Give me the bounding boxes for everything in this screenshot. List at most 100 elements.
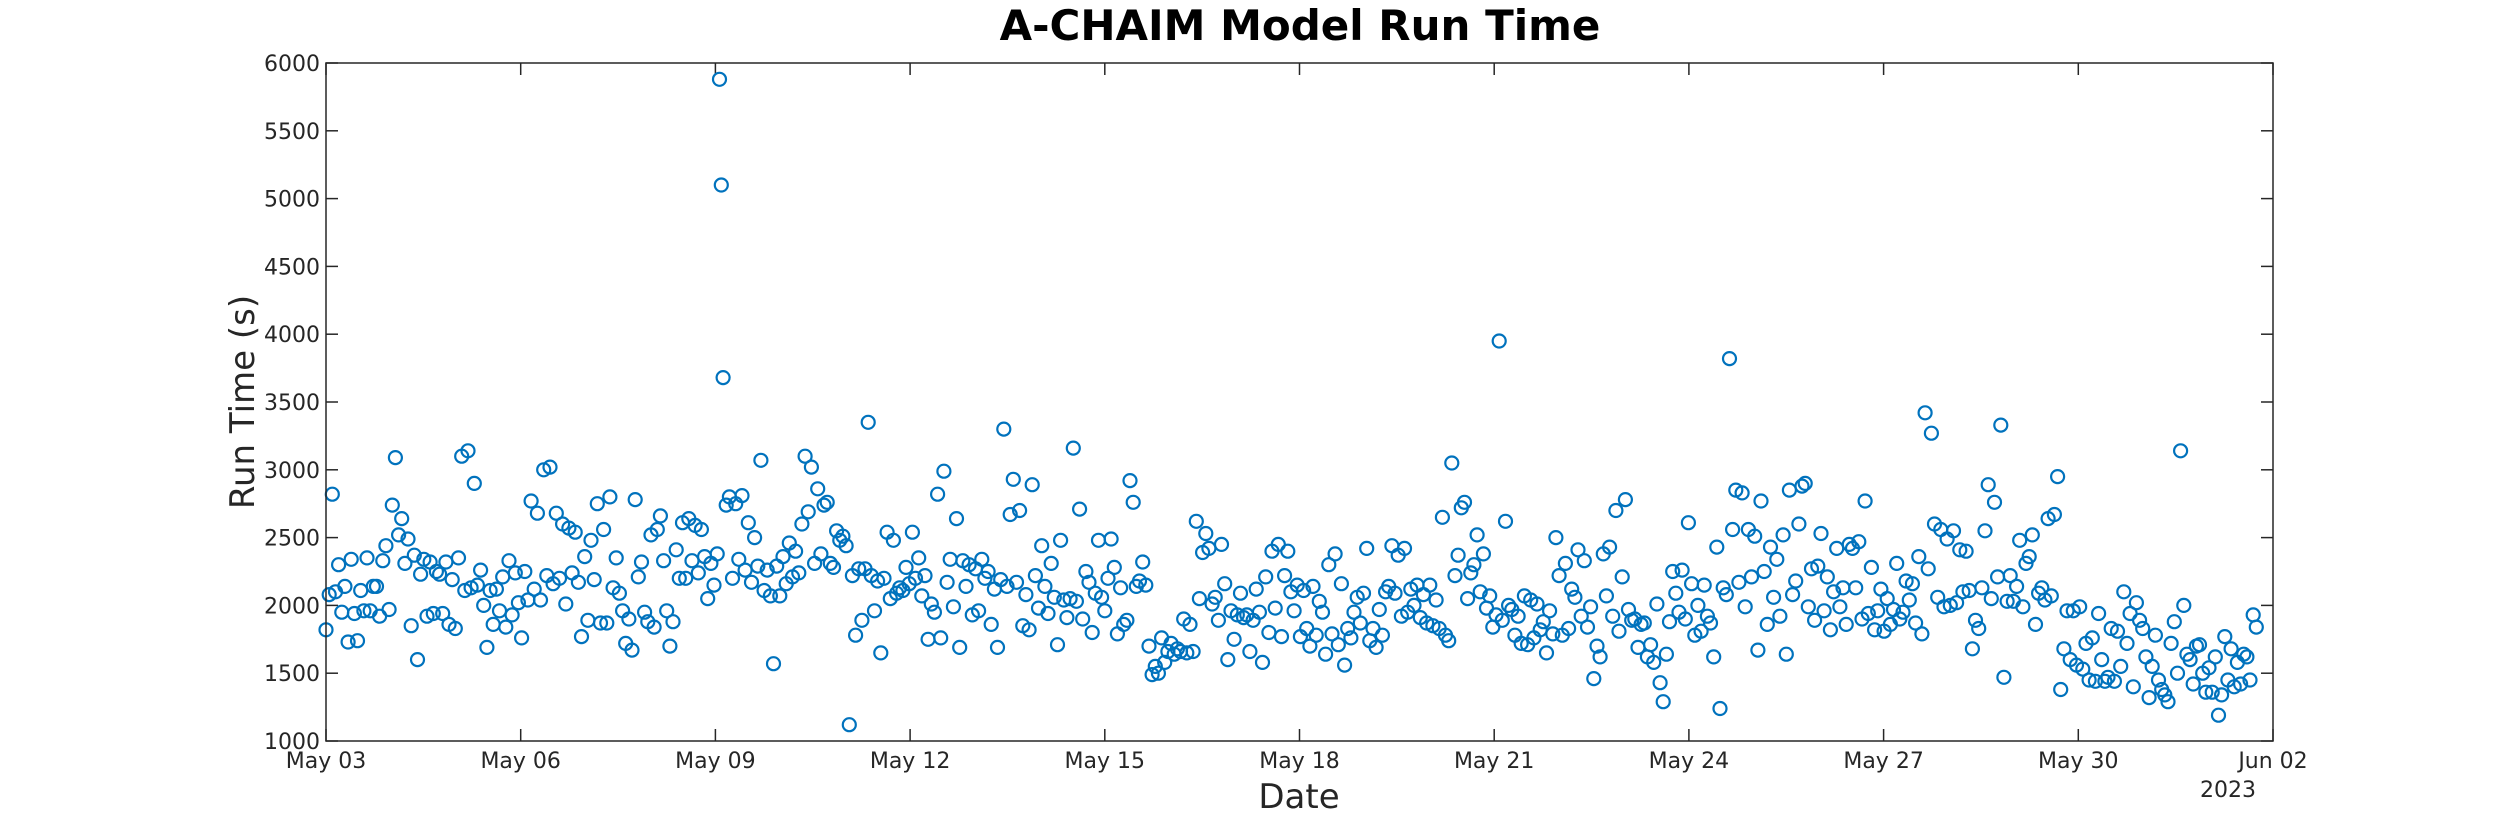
data-point — [2027, 616, 2044, 633]
data-point — [1608, 502, 1624, 519]
data-point — [485, 616, 501, 633]
data-point — [1273, 628, 1290, 645]
data-point — [548, 505, 564, 521]
data-point — [1642, 637, 1659, 653]
data-point — [1267, 600, 1283, 616]
data-point — [1996, 669, 2012, 685]
data-point — [1232, 585, 1249, 601]
data-point — [2248, 619, 2264, 635]
data-point — [1791, 516, 1807, 532]
data-point — [2223, 641, 2239, 657]
data-point — [2097, 673, 2113, 689]
data-point — [939, 574, 955, 590]
data-point — [2191, 637, 2208, 653]
data-point — [665, 614, 681, 630]
data-point — [1747, 528, 1763, 544]
data-point — [1769, 551, 1785, 567]
data-point — [1967, 612, 1984, 628]
data-point — [1428, 592, 1444, 608]
data-point — [1582, 599, 1599, 615]
data-point — [1696, 577, 1712, 593]
data-point — [2173, 443, 2189, 459]
data-point — [2201, 660, 2217, 676]
data-point — [2217, 628, 2233, 645]
x-tick-label: May 21 — [1454, 749, 1534, 774]
data-point — [346, 605, 362, 622]
data-point — [1658, 646, 1675, 662]
data-point — [772, 588, 788, 604]
data-point — [1986, 494, 2003, 510]
x-tick-label: May 27 — [1843, 749, 1923, 774]
data-point — [709, 546, 725, 562]
data-point — [1592, 649, 1608, 665]
data-point — [1321, 557, 1337, 573]
x-axis-year-label: 2023 — [2200, 778, 2256, 803]
data-point — [822, 555, 838, 572]
data-point — [2132, 612, 2148, 628]
data-point — [482, 582, 498, 599]
data-point — [384, 497, 400, 513]
data-point — [819, 494, 835, 510]
data-point — [1904, 576, 1921, 592]
data-point — [1948, 595, 1965, 611]
y-tick-label: 2500 — [264, 527, 320, 552]
data-point — [1191, 590, 1208, 607]
data-point — [1242, 643, 1258, 660]
x-axis-label: Date — [1258, 777, 1339, 817]
data-point — [529, 505, 546, 521]
data-point — [945, 599, 962, 615]
data-point — [1207, 589, 1223, 605]
data-point — [2072, 599, 2088, 615]
data-point — [1182, 616, 1198, 633]
data-point — [1541, 603, 1558, 619]
data-point — [854, 612, 870, 628]
data-point — [999, 578, 1015, 595]
data-point — [2166, 614, 2182, 630]
data-point — [1021, 622, 1037, 638]
data-point — [706, 577, 722, 593]
data-point — [1213, 536, 1230, 553]
data-point — [2239, 649, 2255, 665]
data-point — [1772, 608, 1788, 624]
data-point — [1220, 651, 1236, 668]
data-point — [2091, 605, 2107, 622]
data-point — [2094, 651, 2110, 668]
data-point — [1459, 590, 1476, 607]
data-point — [1529, 596, 1545, 612]
data-point — [1295, 582, 1312, 599]
data-point — [1359, 540, 1375, 557]
data-point — [1702, 615, 1719, 631]
data-point — [794, 516, 810, 532]
data-point — [1340, 620, 1356, 637]
data-point — [970, 603, 987, 619]
data-point — [1327, 546, 1343, 562]
data-point — [2210, 707, 2227, 723]
data-point — [1952, 542, 1968, 558]
data-point — [1655, 694, 1671, 710]
data-point — [1570, 542, 1586, 558]
data-point — [753, 452, 769, 468]
data-point — [923, 596, 939, 612]
data-point — [1510, 608, 1526, 624]
x-tick-label: May 03 — [286, 749, 366, 774]
data-point — [1848, 580, 1864, 596]
data-point — [952, 639, 968, 656]
data-point — [1775, 527, 1791, 543]
y-tick-label: 5000 — [264, 188, 320, 213]
data-point — [1649, 596, 1665, 612]
data-point — [825, 559, 842, 576]
data-point — [678, 570, 694, 586]
data-point — [724, 570, 741, 586]
plot-frame — [325, 62, 2274, 742]
data-point — [2207, 649, 2223, 665]
data-point — [1718, 586, 1734, 603]
data-point — [1513, 635, 1529, 652]
data-point — [983, 616, 999, 633]
data-point — [652, 508, 669, 524]
data-point — [1917, 405, 1933, 421]
data-point — [406, 547, 422, 563]
data-point — [1693, 623, 1709, 639]
data-point — [1601, 539, 1618, 555]
data-point — [1384, 538, 1400, 554]
data-point — [1109, 626, 1126, 642]
